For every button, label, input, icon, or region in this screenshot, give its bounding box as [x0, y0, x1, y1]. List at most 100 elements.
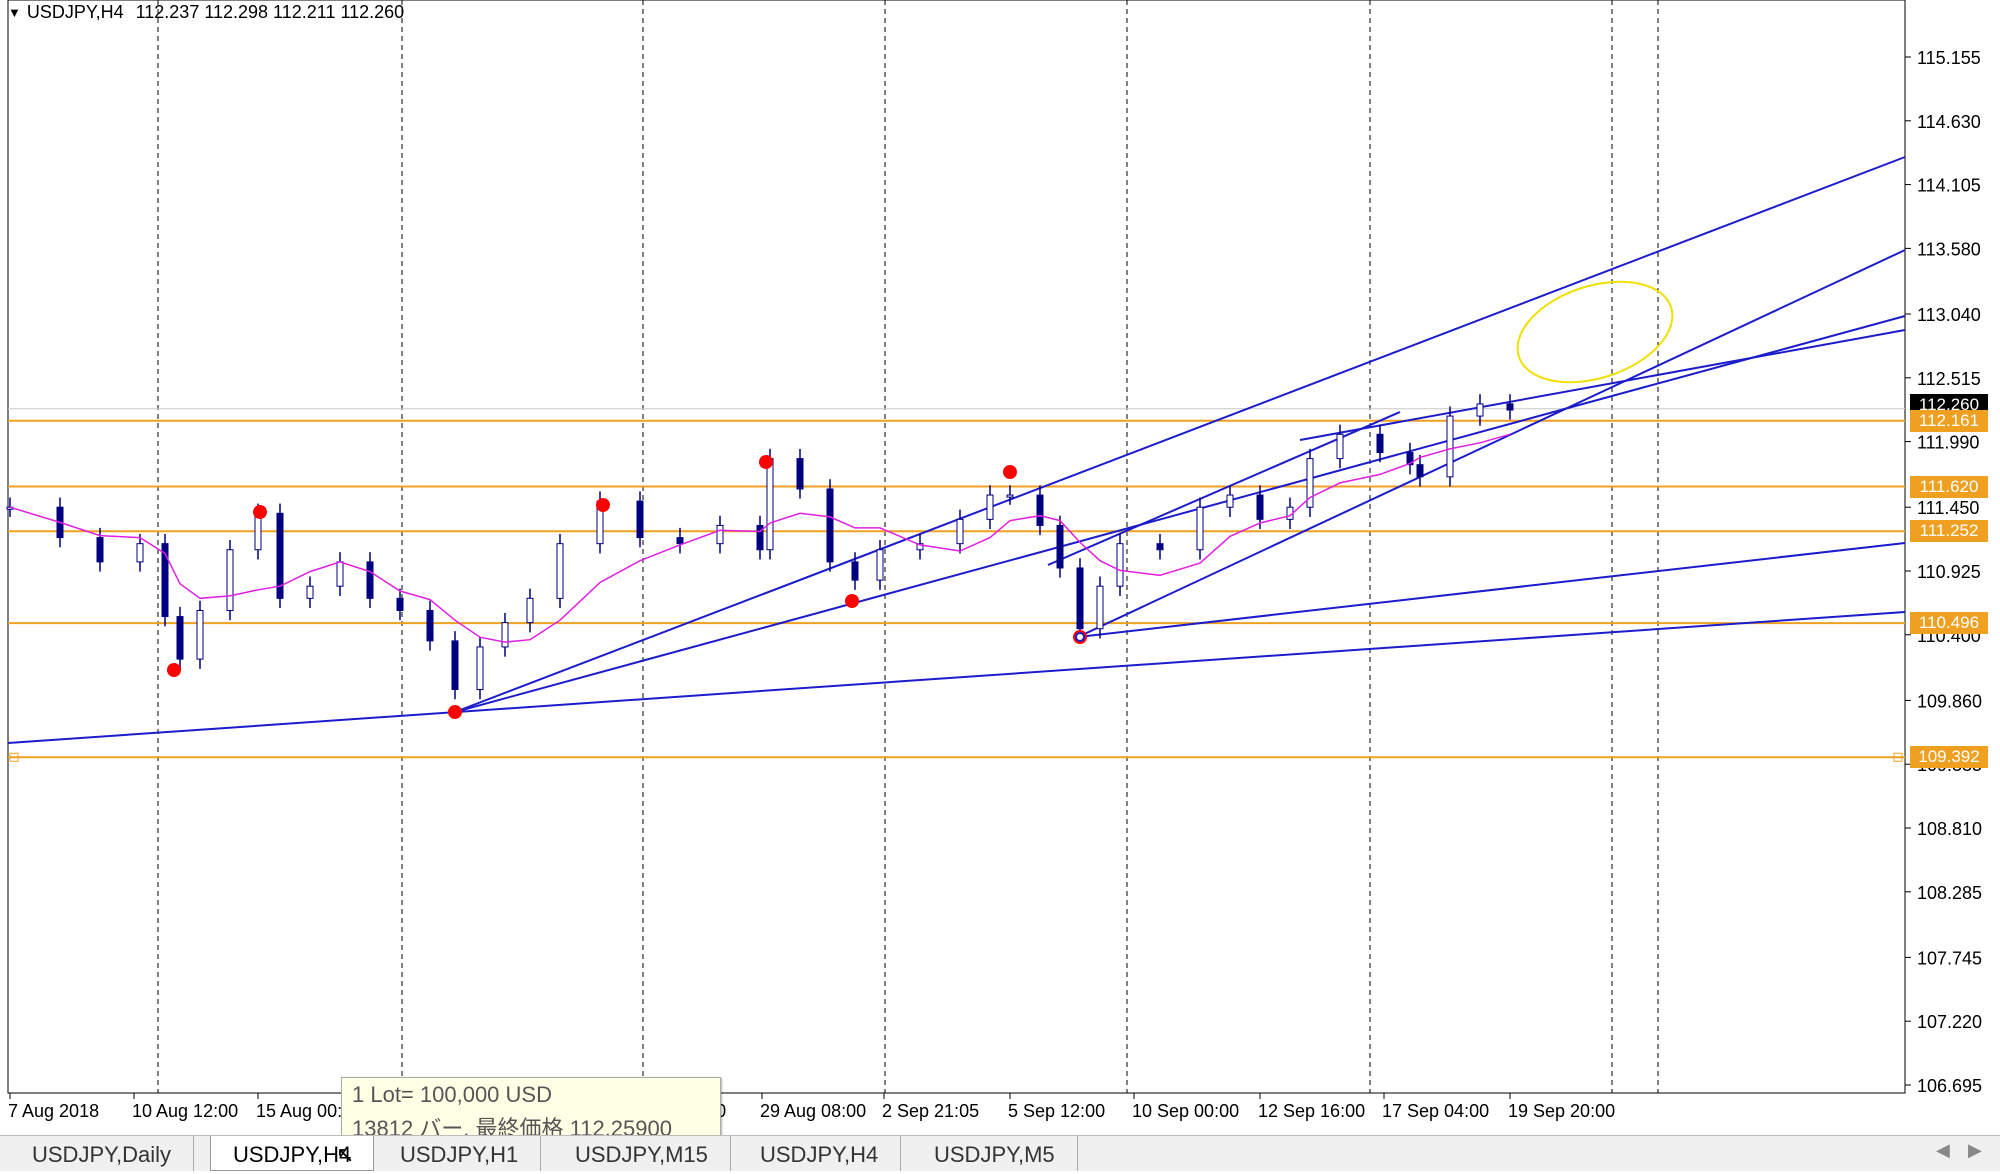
candle-body: [526, 597, 534, 624]
candle-body: [636, 500, 644, 539]
candle-body: [1376, 433, 1384, 454]
x-tick-label: 5 Sep 12:00: [1008, 1101, 1105, 1121]
candle-body: [1446, 415, 1454, 478]
dropdown-triangle-icon[interactable]: ▼: [8, 5, 21, 20]
trend-line-3: [1077, 542, 1906, 638]
pivot-marker-0: [167, 663, 181, 677]
candle-body: [876, 549, 884, 581]
price-chart[interactable]: 115.155 114.630 114.105 113.580 113.040 112.5…: [0, 0, 2000, 1135]
moving-average-line: [9, 433, 1511, 643]
plot-border: [7, 0, 1906, 1094]
candle-body: [1156, 543, 1164, 551]
candle-body: [1406, 452, 1414, 466]
pivot-anchor: [1075, 632, 1085, 642]
candle-body: [956, 518, 964, 545]
chart-area[interactable]: 115.155 114.630 114.105 113.580 113.040 112.5…: [0, 0, 2000, 1150]
y-tick-label: 108.285: [1917, 883, 1982, 903]
x-tick-label: 2 Sep 21:05: [882, 1101, 979, 1121]
tab-usdjpy-m5[interactable]: USDJPY,M5: [912, 1136, 1078, 1171]
y-tick-label: 109.860: [1917, 691, 1982, 711]
tab-usdjpy-daily[interactable]: USDJPY,Daily: [10, 1136, 194, 1171]
candle-body: [1116, 543, 1124, 587]
candle-body: [306, 585, 314, 599]
trend-line-1: [454, 156, 1906, 713]
candle-body: [556, 543, 564, 599]
candle-body: [451, 640, 459, 690]
candle-body: [1056, 524, 1064, 569]
candle-body: [756, 524, 764, 551]
pivot-marker-4: [759, 455, 773, 469]
candle-body: [396, 597, 404, 611]
candle-body: [1336, 433, 1344, 460]
pivot-marker-2: [448, 705, 462, 719]
price-box-110.496: 110.496: [1910, 612, 1988, 635]
tab-usdjpy-h4[interactable]: USDJPY,H4: [738, 1136, 902, 1171]
price-box-109.392: 109.392: [1910, 746, 1988, 769]
x-tick-label: 7 Aug 2018: [8, 1101, 99, 1121]
x-tick-label: 29 Aug 08:00: [760, 1101, 866, 1121]
chart-tab-bar: USDJPY,Daily USDJPY,H4 USDJPY,H1 USDJPY,…: [0, 1135, 2000, 1171]
price-box-111.252: 111.252: [1910, 520, 1988, 543]
price-box-112.161: 112.161: [1910, 409, 1988, 432]
candle-body: [1476, 403, 1484, 417]
candle-body: [136, 543, 144, 563]
candle-body: [766, 458, 774, 551]
chart-header: ▼ USDJPY,H4 112.237 112.298 112.211 112.…: [8, 2, 404, 23]
x-tick-label: 19 Sep 20:00: [1508, 1101, 1615, 1121]
x-tick-label: 10 Aug 12:00: [132, 1101, 238, 1121]
y-tick-label: 106.695: [1917, 1076, 1982, 1096]
candle-body: [851, 561, 859, 581]
candle-body: [196, 609, 204, 660]
y-tick-label: 107.745: [1917, 948, 1982, 968]
candle-body: [1226, 494, 1234, 508]
candle-body: [176, 616, 184, 660]
tab-scroll-left-icon[interactable]: ◀: [1936, 1140, 1950, 1160]
candle-body: [161, 543, 169, 618]
tab-usdjpy-h4-active[interactable]: USDJPY,H4: [210, 1136, 375, 1171]
tab-usdjpy-h1[interactable]: USDJPY,H1: [378, 1136, 542, 1171]
y-tick-label: 108.810: [1917, 819, 1982, 839]
trend-line-6: [1299, 329, 1906, 441]
candle-body: [476, 646, 484, 690]
y-tick-label: 114.630: [1917, 112, 1981, 132]
trend-line-0: [7, 611, 1906, 744]
candle-body: [676, 537, 684, 545]
candle-body: [986, 494, 994, 520]
ohlc-values: 112.237 112.298 112.211 112.260: [135, 2, 405, 22]
y-tick-label: 111.450: [1917, 498, 1979, 518]
pivot-marker-1: [253, 505, 267, 519]
tab-scroll-right-icon[interactable]: ▶: [1968, 1140, 1982, 1160]
mouse-cursor-icon: ↖: [336, 1142, 355, 1167]
candle-body: [1036, 494, 1044, 526]
y-tick-label: 113.580: [1917, 239, 1981, 259]
y-tick-label: 111.990: [1917, 433, 1979, 453]
price-box-111.620: 111.620: [1910, 475, 1988, 498]
candle-body: [1256, 494, 1264, 520]
candle-body: [276, 512, 284, 599]
candle-body: [426, 609, 434, 642]
y-tick-label: 114.105: [1917, 176, 1981, 196]
candle-body: [366, 561, 374, 599]
candle-body: [1096, 585, 1104, 630]
candle-body: [1006, 494, 1014, 498]
tab-usdjpy-m15[interactable]: USDJPY,M15: [553, 1136, 731, 1171]
y-tick-label: 110.925: [1917, 562, 1981, 582]
y-tick-label: 115.155: [1917, 48, 1981, 68]
x-tick-label: 15 Aug 00:: [256, 1101, 342, 1121]
candle-body: [501, 622, 509, 648]
candle-body: [826, 488, 834, 563]
candle-body: [1076, 567, 1084, 630]
y-tick-label: 113.040: [1917, 305, 1981, 325]
candle-body: [1506, 403, 1514, 411]
candle-body: [716, 524, 724, 545]
target-ellipse: [1516, 280, 1674, 384]
pivot-marker-5: [845, 594, 859, 608]
trend-line-4: [1077, 249, 1906, 638]
candle-body: [1416, 464, 1424, 478]
candle-body: [96, 537, 104, 563]
symbol-label: USDJPY,H4: [26, 2, 124, 22]
candle-body: [796, 458, 804, 490]
line-handle-left: [9, 752, 19, 762]
tooltip-lot: 1 Lot= 100,000 USD: [352, 1082, 552, 1107]
pivot-marker-3: [596, 498, 610, 512]
